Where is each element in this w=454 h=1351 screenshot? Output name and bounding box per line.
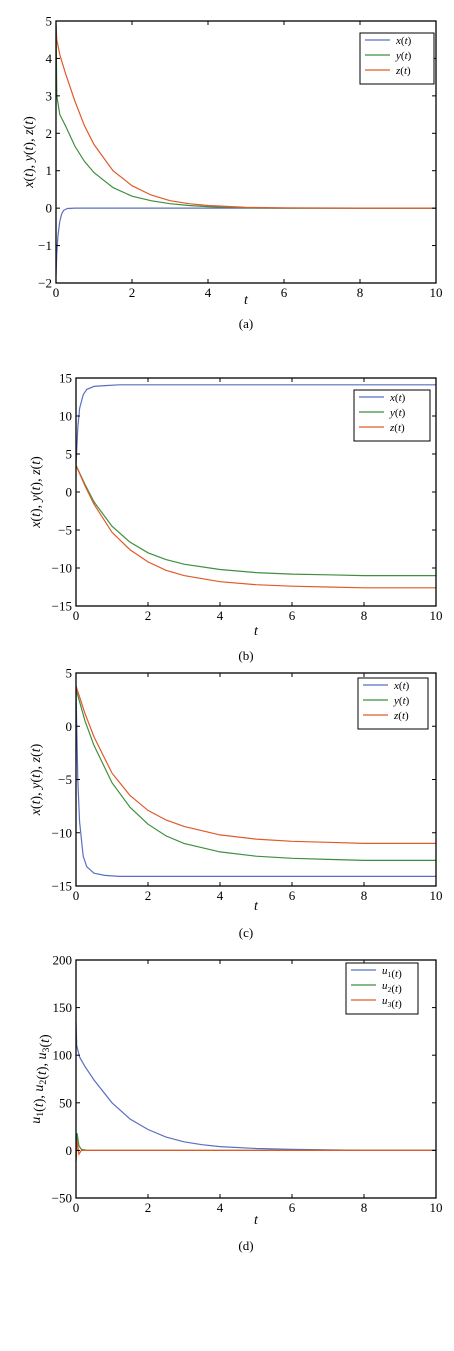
y-tick-label: 0 — [66, 485, 73, 500]
y-tick-label: −2 — [38, 276, 52, 291]
series-line-yt — [76, 465, 436, 577]
x-axis-label: t — [244, 293, 249, 308]
y-tick-label: 2 — [46, 126, 53, 141]
series-line-yt — [76, 688, 436, 862]
legend-label: u2(t) — [382, 980, 402, 995]
legend-label: x(t) — [393, 680, 410, 692]
y-tick-label: 5 — [46, 14, 53, 29]
x-tick-label: 0 — [73, 608, 80, 623]
y-axis-label: x(t), y(t), z(t) — [22, 116, 37, 189]
chart-panel-a: 0 2 4 6 8 10 −2 −1 0 1 2 3 4 5 t x(t), y(t), z(t) (a) x(t… — [22, 14, 443, 332]
y-tick-label: 0 — [66, 719, 73, 734]
chart-panel-c: 0 2 4 6 8 10 −15 −10 −5 0 5 t x(t), y(t), z(t) (c) x(t… — [29, 666, 443, 941]
series-line-u2t — [76, 1133, 436, 1160]
x-tick-label: 2 — [129, 285, 136, 300]
y-tick-label: −50 — [52, 1191, 72, 1206]
series-line-u3t — [76, 1140, 436, 1162]
legend-box — [359, 32, 435, 85]
x-tick-label: 10 — [430, 285, 443, 300]
x-tick-label: 10 — [430, 1200, 443, 1215]
y-axis-label: x(t), y(t), z(t) — [29, 456, 44, 529]
panel-caption: (a) — [239, 316, 253, 331]
legend-label: x(t) — [389, 392, 406, 404]
panel-caption: (d) — [238, 1238, 253, 1253]
y-tick-label: 15 — [59, 371, 72, 386]
x-tick-label: 0 — [53, 285, 60, 300]
x-axis-label: t — [254, 624, 259, 639]
legend-label: z(t) — [393, 710, 409, 722]
x-tick-label: 10 — [430, 608, 443, 623]
y-axis-label: u1(t), u2(t), u3(t) — [29, 1034, 53, 1124]
y-tick-label: −5 — [58, 772, 72, 787]
legend-label: x(t) — [395, 35, 412, 47]
series-line-zt — [76, 685, 436, 845]
x-tick-label: 8 — [361, 888, 368, 903]
legend-box — [345, 962, 419, 1015]
y-tick-label: 150 — [53, 1000, 73, 1015]
series-line-u1t — [76, 1021, 436, 1152]
legend-label: z(t) — [395, 65, 411, 77]
y-tick-label: 50 — [59, 1095, 72, 1110]
legend-box — [357, 677, 429, 730]
plot-frame — [55, 20, 437, 284]
x-tick-label: 8 — [357, 285, 364, 300]
legend-box — [353, 389, 431, 442]
series-line-xt — [76, 688, 436, 878]
y-tick-label: −10 — [52, 561, 72, 576]
x-tick-label: 2 — [145, 1200, 152, 1215]
y-tick-label: 4 — [46, 51, 53, 66]
legend-label: z(t) — [389, 422, 405, 434]
x-tick-label: 6 — [289, 888, 296, 903]
x-tick-label: 6 — [281, 285, 288, 300]
legend-label: y(t) — [393, 695, 410, 707]
series-line-xt — [76, 384, 436, 466]
x-tick-label: 6 — [289, 608, 296, 623]
x-axis-label: t — [254, 899, 259, 914]
y-tick-label: 0 — [46, 201, 53, 216]
series-line-zt — [76, 465, 436, 589]
y-tick-label: 100 — [53, 1048, 73, 1063]
y-tick-label: 1 — [46, 163, 53, 178]
y-tick-label: 5 — [66, 447, 73, 462]
x-tick-label: 0 — [73, 888, 80, 903]
x-tick-label: 6 — [289, 1200, 296, 1215]
x-tick-label: 2 — [145, 888, 152, 903]
y-tick-label: −10 — [52, 825, 72, 840]
panel-caption: (c) — [239, 925, 253, 940]
y-tick-label: −5 — [58, 523, 72, 538]
x-tick-label: 4 — [217, 888, 224, 903]
x-tick-label: 4 — [217, 608, 224, 623]
legend-label: y(t) — [389, 407, 406, 419]
x-tick-label: 2 — [145, 608, 152, 623]
y-axis-label: x(t), y(t), z(t) — [29, 743, 44, 816]
y-tick-label: 200 — [53, 953, 73, 968]
y-tick-label: 5 — [66, 666, 73, 681]
y-tick-label: 0 — [66, 1143, 73, 1158]
x-tick-label: 4 — [217, 1200, 224, 1215]
x-tick-label: 8 — [361, 1200, 368, 1215]
y-tick-label: −15 — [52, 599, 72, 614]
x-axis-label: t — [254, 1213, 259, 1228]
y-tick-label: 3 — [46, 88, 53, 103]
legend-label: u3(t) — [382, 995, 402, 1010]
x-tick-label: 4 — [205, 285, 212, 300]
x-tick-label: 8 — [361, 608, 368, 623]
plot-frame — [75, 959, 437, 1199]
series-line-zt — [56, 24, 436, 209]
panel-caption: (b) — [238, 648, 253, 663]
legend-label: y(t) — [395, 50, 412, 62]
legend-label: u1(t) — [382, 965, 402, 980]
chart-panel-b: 0 2 4 6 8 10 −15 −10 −5 0 5 10 15 t x(t), y(t), z(t) (b… — [29, 371, 443, 664]
x-tick-label: 10 — [430, 888, 443, 903]
y-tick-label: −15 — [52, 879, 72, 894]
x-tick-label: 0 — [73, 1200, 80, 1215]
y-tick-label: −1 — [38, 238, 52, 253]
series-line-xt — [56, 207, 436, 276]
y-tick-label: 10 — [59, 409, 72, 424]
